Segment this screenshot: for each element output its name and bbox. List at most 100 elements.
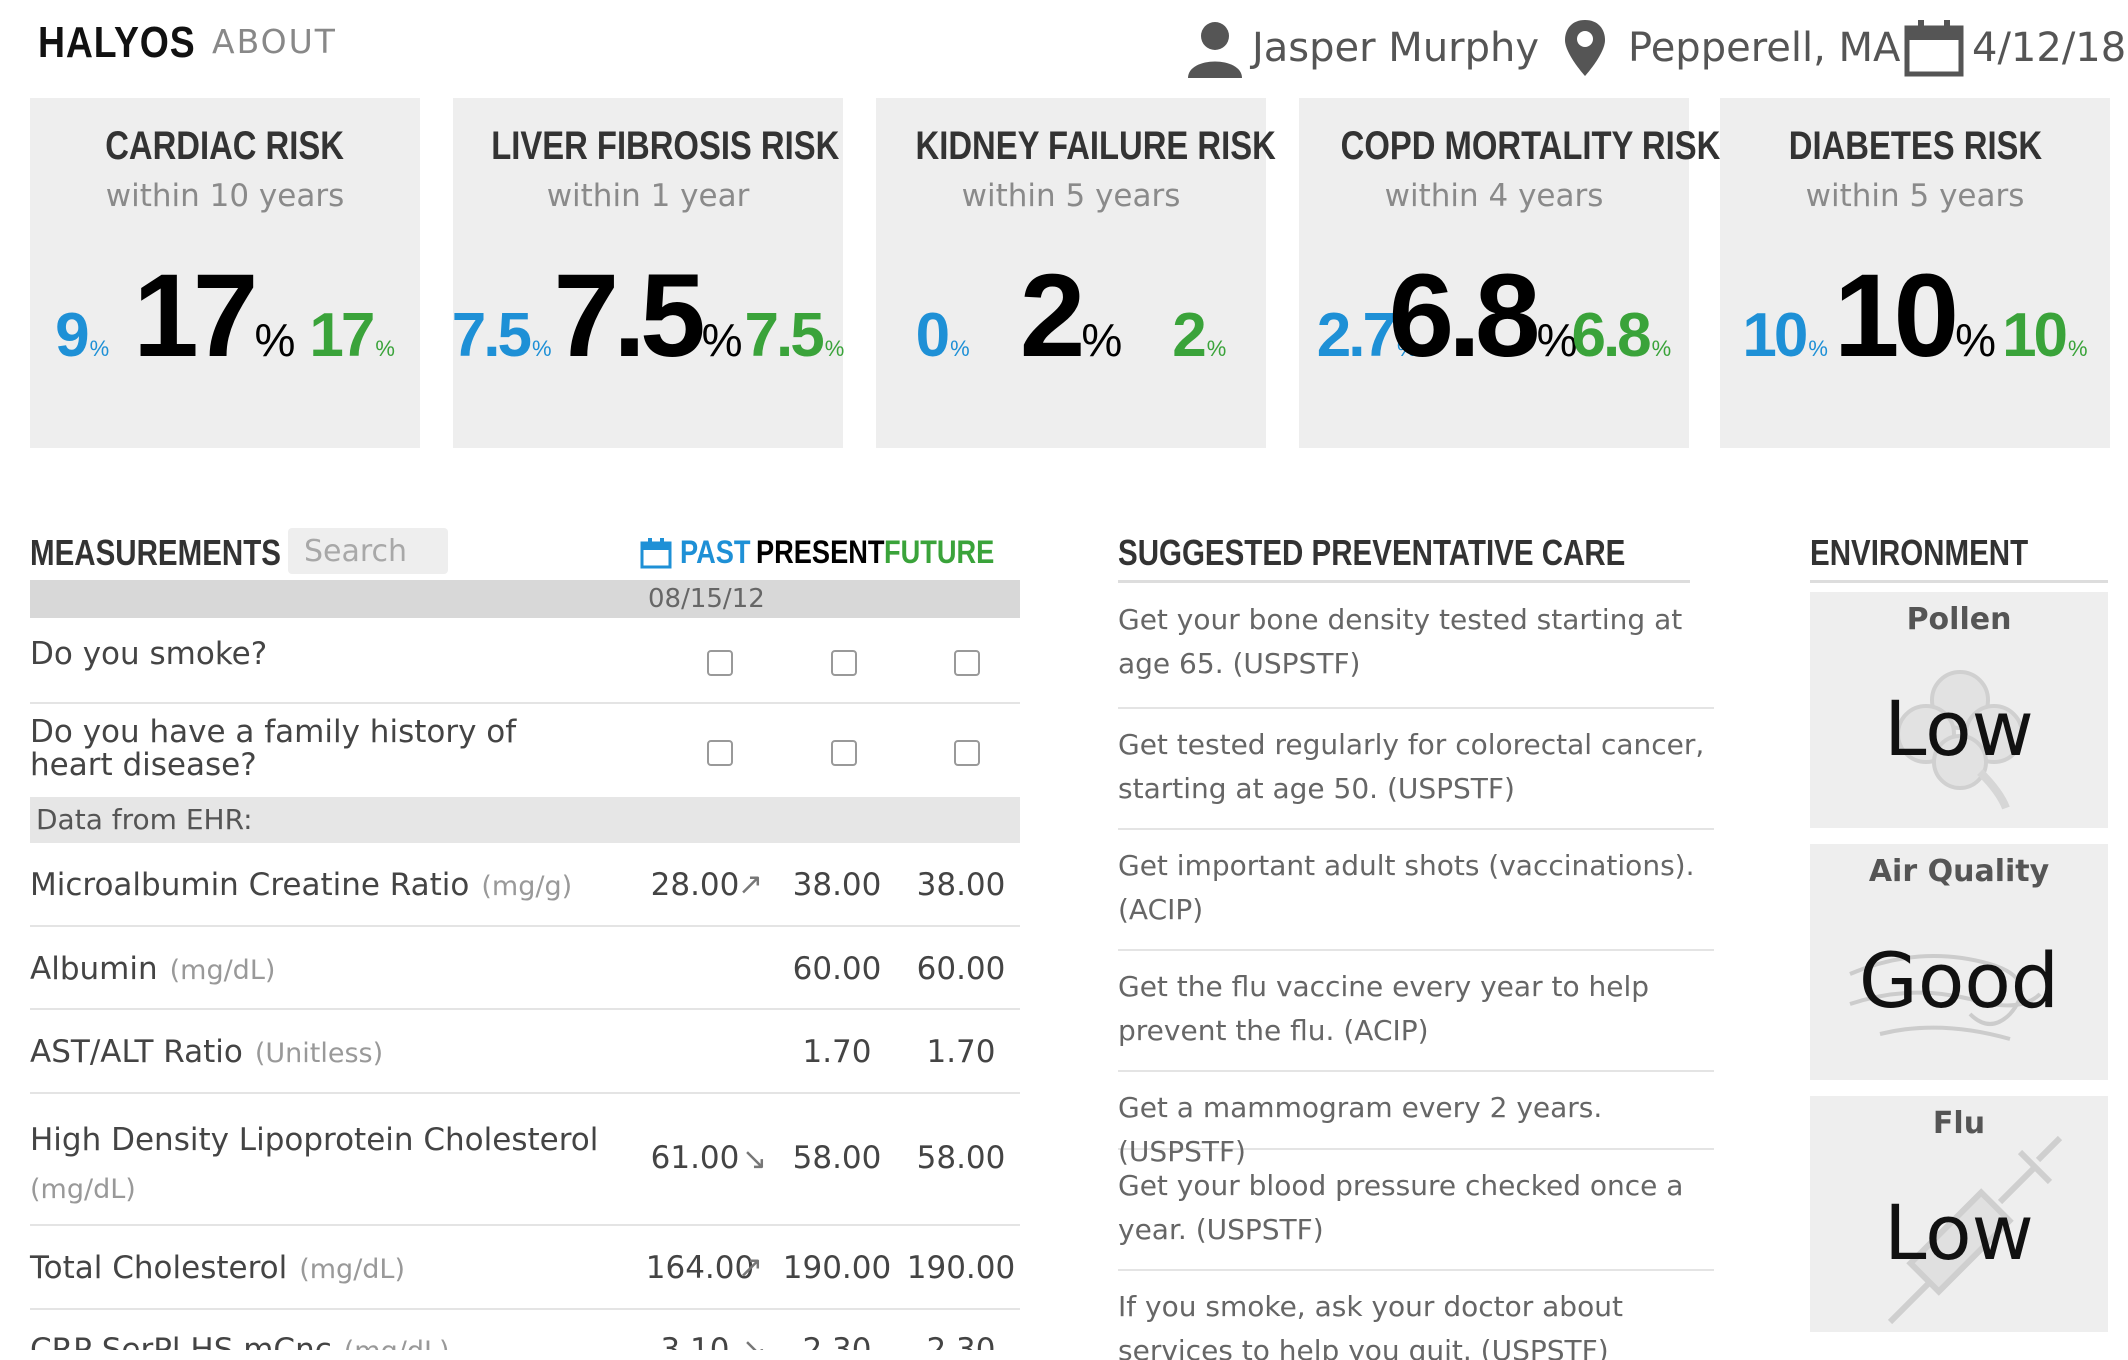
past-risk-value: 10 <box>1742 301 1808 370</box>
future-risk-value: 17 <box>309 301 375 370</box>
wind-icon <box>1849 954 2042 1041</box>
trend-down-icon: ↘ <box>742 1332 768 1350</box>
measurement-unit: (mg/dL) <box>30 1174 136 1205</box>
past-risk-value: 2.7 <box>1316 301 1397 370</box>
location-pin-icon <box>1565 20 1605 76</box>
past-value: 61.00 <box>650 1140 740 1176</box>
user-name: Jasper Murphy <box>1252 25 1540 71</box>
past-value: 28.00 <box>650 867 740 903</box>
card-window: within 5 years <box>1805 178 2025 214</box>
timeline-toggle: PAST PRESENT FUTURE <box>640 534 1012 571</box>
present-value: 190.00 <box>782 1250 892 1286</box>
measurement-unit: (mg/dL) <box>299 1254 406 1285</box>
trend-up-icon: ↗ <box>738 1250 764 1285</box>
measurement-unit: (Unitless) <box>254 1038 384 1069</box>
past-risk-value: 9 <box>55 301 90 370</box>
care-item[interactable]: Get the flu vaccine every year to help p… <box>1118 951 1714 1072</box>
card-window: within 4 years <box>1384 178 1604 214</box>
copd-mortality-risk-card[interactable]: COPD MORTALITY RISK within 4 years 2.7% … <box>1299 98 1720 448</box>
past-risk-value: 7.5 <box>451 301 532 370</box>
heading-underline <box>1118 580 1690 583</box>
search-input[interactable] <box>288 528 448 574</box>
env-title: Flu <box>1932 1106 1986 1141</box>
measurement-unit: (mg/dL) <box>169 955 276 986</box>
measurement-unit: (mg/dL) <box>344 1336 450 1350</box>
care-item[interactable]: Get important adult shots (vaccinations)… <box>1118 830 1714 951</box>
past-risk-value: 0 <box>915 301 951 370</box>
syringe-icon <box>1887 1135 2063 1325</box>
future-value: 1.70 <box>926 1034 996 1070</box>
measurement-row[interactable]: Microalbumin Creatine Ratio (mg/g) 28.00 … <box>30 843 1020 927</box>
question-row-family-history: Do you have a family history of heart di… <box>30 704 1020 797</box>
preventative-care-heading: SUGGESTED PREVENTATIVE CARE <box>1118 532 1626 573</box>
present-value: 58.00 <box>792 1140 882 1176</box>
future-risk-value: 2 <box>1172 301 1207 370</box>
kidney-failure-risk-card[interactable]: KIDNEY FAILURE RISK within 5 years 0% 2%… <box>876 98 1276 448</box>
pollen-card[interactable]: Pollen Low <box>1810 592 2108 828</box>
past-checkbox[interactable] <box>707 740 733 766</box>
liver-fibrosis-risk-card[interactable]: LIVER FIBROSIS RISK within 1 year 7.5% 7… <box>451 98 844 448</box>
heading-underline <box>1810 580 2108 583</box>
diabetes-risk-card[interactable]: DIABETES RISK within 5 years 10% 10% 10% <box>1720 98 2110 448</box>
env-title: Pollen <box>1906 602 2012 637</box>
care-item[interactable]: Get your blood pressure checked once a y… <box>1118 1150 1714 1271</box>
card-window: within 10 years <box>105 178 345 214</box>
measurement-name: AST/ALT Ratio <box>30 1034 243 1070</box>
measurement-row[interactable]: Albumin (mg/dL) 60.00 60.00 <box>30 927 1020 1010</box>
present-checkbox[interactable] <box>831 650 857 676</box>
future-value: 58.00 <box>916 1140 1006 1176</box>
flu-card[interactable]: Flu Low <box>1810 1096 2108 1332</box>
present-value: 1.70 <box>802 1034 872 1070</box>
ehr-section-header: Data from EHR: <box>30 797 1020 843</box>
future-risk-value: 7.5 <box>744 301 824 370</box>
present-checkbox[interactable] <box>831 740 857 766</box>
measurement-unit: (mg/g) <box>481 871 573 902</box>
air-quality-card[interactable]: Air Quality Good <box>1810 844 2108 1080</box>
future-risk-value: 6.8 <box>1571 301 1651 370</box>
measurement-row[interactable]: High Density Lipoprotein Cholesterol (mg/… <box>30 1094 1020 1226</box>
date-info[interactable]: 4/12/18 <box>1904 18 2126 78</box>
care-item[interactable]: Get a mammogram every 2 years. (USPSTF) <box>1118 1072 1714 1168</box>
future-checkbox[interactable] <box>954 650 980 676</box>
measurements-heading: MEASUREMENTS <box>30 532 281 573</box>
measurement-row[interactable]: Total Cholesterol (mg/dL) 164.00 ↗ 190.00… <box>30 1226 1020 1310</box>
care-item[interactable]: Get tested regularly for colorectal canc… <box>1118 709 1714 830</box>
location-info[interactable]: Pepperell, MA <box>1562 18 1900 78</box>
cardiac-risk-card[interactable]: CARDIAC RISK within 10 years 9% 17% 17% <box>30 98 420 448</box>
calendar-icon[interactable] <box>640 537 672 569</box>
measurement-name: Albumin <box>30 951 158 987</box>
future-toggle[interactable]: FUTURE <box>884 534 995 570</box>
present-value: 38.00 <box>792 867 882 903</box>
user-info[interactable]: Jasper Murphy <box>1186 18 1539 78</box>
card-title: LIVER FIBROSIS RISK <box>491 124 840 168</box>
measurement-name: High Density Lipoprotein Cholesterol <box>30 1122 599 1158</box>
present-risk-value: 10 <box>1833 250 1959 382</box>
env-value: Low <box>1884 684 2034 773</box>
past-date-bar: 08/15/12 <box>30 580 1020 618</box>
card-title: KIDNEY FAILURE RISK <box>915 124 1276 168</box>
past-date: 08/15/12 <box>648 584 765 614</box>
measurement-name: CRP SerPl HS mCnc <box>30 1332 332 1350</box>
present-toggle[interactable]: PRESENT <box>756 534 885 570</box>
care-item[interactable]: If you smoke, ask your doctor about serv… <box>1118 1290 1623 1360</box>
past-value: 164.00 <box>645 1250 755 1286</box>
question-label: Do you smoke? <box>30 636 268 672</box>
past-checkbox[interactable] <box>707 650 733 676</box>
env-title: Air Quality <box>1868 854 2050 889</box>
care-item[interactable]: Get your bone density tested starting at… <box>1118 594 1714 709</box>
trend-up-icon: ↗ <box>738 867 764 902</box>
user-icon <box>1188 22 1242 78</box>
card-window: within 1 year <box>546 178 750 214</box>
card-title: CARDIAC RISK <box>105 124 345 168</box>
brand-logo[interactable]: HALYOS <box>38 18 196 67</box>
present-value: 60.00 <box>792 951 882 987</box>
card-window: within 5 years <box>961 178 1181 214</box>
measurement-name: Total Cholesterol <box>30 1250 288 1286</box>
measurement-row[interactable]: CRP SerPl HS mCnc (mg/dL) 3.10 ↘ 2.30 2.3… <box>30 1310 1020 1350</box>
clover-icon <box>1896 670 2024 810</box>
about-link[interactable]: ABOUT <box>212 22 337 61</box>
past-toggle[interactable]: PAST <box>680 534 751 570</box>
present-risk-value: 7.5 <box>553 250 706 382</box>
measurement-row[interactable]: AST/ALT Ratio (Unitless) 1.70 1.70 <box>30 1010 1020 1094</box>
future-checkbox[interactable] <box>954 740 980 766</box>
